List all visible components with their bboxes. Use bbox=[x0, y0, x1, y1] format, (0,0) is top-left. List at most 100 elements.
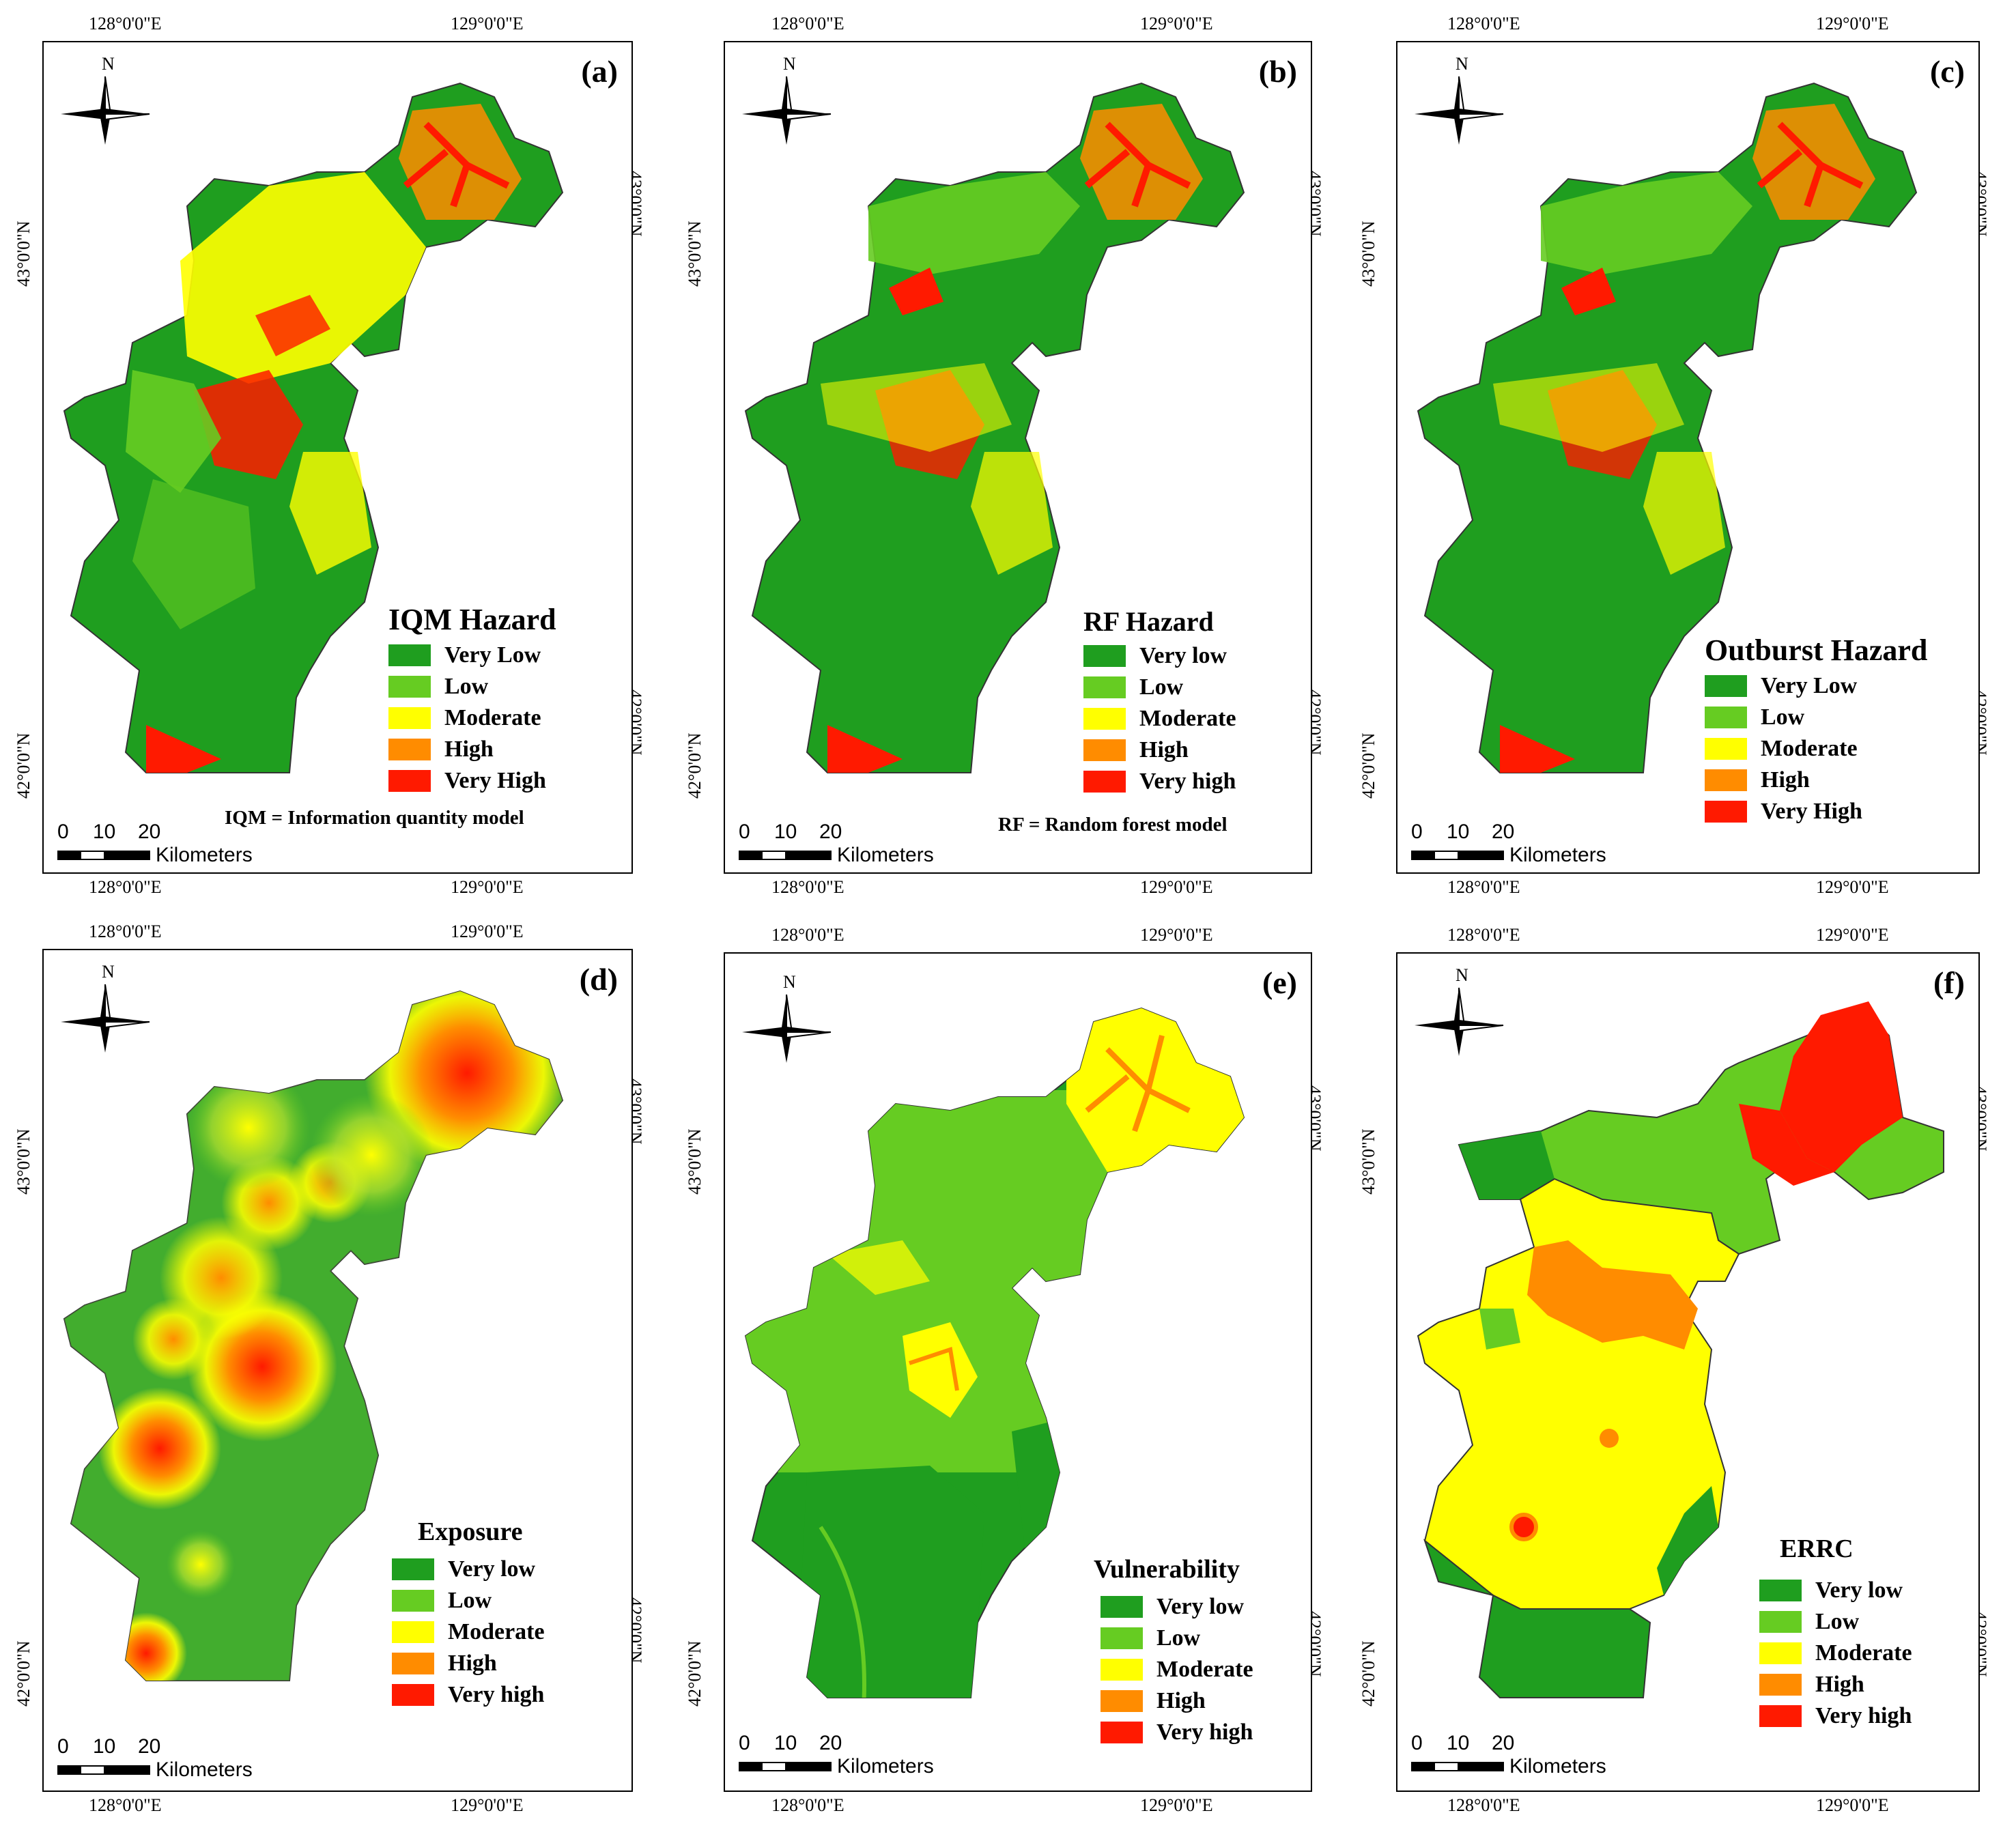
svg-text:N: N bbox=[783, 54, 796, 74]
legend-row: Low bbox=[1101, 1625, 1253, 1651]
legend-row: High bbox=[1083, 737, 1236, 763]
lon-bottom-left: 128°0'0"E bbox=[1447, 877, 1520, 897]
legend-label: Very High bbox=[444, 768, 546, 793]
lat-left-top: 43°0'0"N bbox=[1359, 1128, 1378, 1195]
lat-left-bottom: 42°0'0"N bbox=[14, 1640, 33, 1707]
lat-left-top: 43°0'0"N bbox=[14, 1128, 33, 1195]
svg-text:N: N bbox=[783, 972, 796, 992]
legend-row: Very Low bbox=[1705, 673, 1927, 699]
map-d bbox=[63, 990, 563, 1681]
lat-left-bottom: 42°0'0"N bbox=[685, 1640, 705, 1707]
panel-a: 128°0'0"E 129°0'0"E 128°0'0"E 129°0'0"E … bbox=[0, 0, 672, 908]
legend-label: Low bbox=[1139, 674, 1184, 700]
legend-label: Very Low bbox=[444, 642, 541, 668]
map-frame-a: (a) N IQM Hazard Very Low Low Moderate H… bbox=[42, 41, 633, 874]
panel-label-f: (f) bbox=[1933, 965, 1965, 1000]
lon-top-left: 128°0'0"E bbox=[89, 14, 162, 33]
north-arrow-icon: N bbox=[61, 962, 150, 1053]
legend-row: Very High bbox=[388, 768, 556, 794]
map-frame-f: (f) N ERRC Very low Low Moderate High Ve… bbox=[1396, 952, 1980, 1792]
scalebar-a: 0 10 20 Kilometers bbox=[57, 821, 253, 866]
panel-c: 128°0'0"E 129°0'0"E 128°0'0"E 129°0'0"E … bbox=[1345, 0, 2016, 908]
lat-left-top: 43°0'0"N bbox=[14, 220, 33, 287]
legend-label: Moderate bbox=[1156, 1657, 1253, 1682]
legend-row: Moderate bbox=[1705, 736, 1927, 762]
legend-title: ERRC bbox=[1780, 1535, 1854, 1563]
legend-label: Low bbox=[448, 1588, 492, 1613]
legend-label: Very high bbox=[1815, 1703, 1912, 1728]
panel-label-b: (b) bbox=[1258, 54, 1297, 89]
legend-row: High bbox=[392, 1651, 545, 1677]
legend-row: Very low bbox=[1101, 1594, 1253, 1620]
lon-top-left: 128°0'0"E bbox=[89, 922, 162, 941]
legend-label: High bbox=[1815, 1672, 1864, 1697]
scalebar-e: 0 10 20 Kilometers bbox=[739, 1732, 934, 1778]
lon-top-left: 128°0'0"E bbox=[771, 925, 844, 945]
scalebar-c: 0 10 20 Kilometers bbox=[1411, 821, 1606, 866]
lat-left-top: 43°0'0"N bbox=[1359, 220, 1378, 287]
svg-text:N: N bbox=[102, 962, 115, 982]
legend-label: Very Low bbox=[1761, 673, 1858, 698]
legend-title: RF Hazard bbox=[1083, 606, 1214, 637]
legend-a: IQM Hazard Very Low Low Moderate High Ve… bbox=[388, 602, 556, 794]
legend-row: Moderate bbox=[1759, 1640, 1912, 1666]
legend-label: Moderate bbox=[1139, 706, 1236, 731]
lon-top-right: 129°0'0"E bbox=[1816, 14, 1889, 33]
legend-label: Low bbox=[1815, 1609, 1860, 1634]
north-arrow-icon: N bbox=[61, 54, 150, 145]
legend-row: Low bbox=[1705, 704, 1927, 730]
lon-bottom-left: 128°0'0"E bbox=[89, 1795, 162, 1815]
legend-row: Very high bbox=[392, 1682, 545, 1708]
lon-top-right: 129°0'0"E bbox=[1816, 925, 1889, 945]
legend-label: Very High bbox=[1761, 799, 1862, 824]
panel-label-e: (e) bbox=[1262, 965, 1297, 1000]
legend-row: Moderate bbox=[392, 1619, 545, 1645]
legend-label: Very high bbox=[448, 1682, 545, 1707]
lon-top-right: 129°0'0"E bbox=[1140, 925, 1213, 945]
legend-title: Vulnerability bbox=[1094, 1555, 1240, 1584]
legend-label: High bbox=[1156, 1688, 1206, 1713]
panel-label-a: (a) bbox=[581, 54, 618, 89]
legend-row: Very Low bbox=[388, 642, 556, 668]
legend-row: Very low bbox=[1759, 1578, 1912, 1603]
legend-row: Very low bbox=[1083, 643, 1236, 669]
lon-bottom-right: 129°0'0"E bbox=[1140, 877, 1213, 897]
north-arrow-icon: N bbox=[742, 54, 832, 145]
map-e bbox=[745, 1008, 1245, 1698]
legend-label: Low bbox=[1156, 1625, 1201, 1651]
legend-row: Moderate bbox=[1083, 706, 1236, 732]
lat-left-bottom: 42°0'0"N bbox=[685, 732, 705, 799]
legend-row: Very high bbox=[1101, 1720, 1253, 1745]
map-f bbox=[1417, 1001, 1944, 1698]
legend-label: Very low bbox=[1139, 643, 1227, 668]
map-frame-c: (c) N Outburst Hazard Very Low Low Moder… bbox=[1396, 41, 1980, 874]
lon-bottom-left: 128°0'0"E bbox=[771, 1795, 844, 1815]
north-arrow-icon: N bbox=[742, 972, 832, 1063]
north-arrow-icon: N bbox=[1415, 54, 1504, 145]
legend-label: Moderate bbox=[1761, 736, 1858, 761]
legend-row: Very High bbox=[1705, 799, 1927, 825]
legend-label: Very high bbox=[1156, 1720, 1253, 1745]
svg-text:N: N bbox=[1456, 54, 1468, 74]
legend-row: High bbox=[388, 737, 556, 762]
panel-b: 128°0'0"E 129°0'0"E 128°0'0"E 129°0'0"E … bbox=[672, 0, 1345, 908]
legend-label: Moderate bbox=[1815, 1640, 1912, 1666]
map-frame-e: (e) N Vulnerability Very low Low Moderat… bbox=[724, 952, 1312, 1792]
scalebar-f: 0 10 20 Kilometers bbox=[1411, 1732, 1606, 1778]
legend-row: High bbox=[1101, 1688, 1253, 1714]
lon-bottom-right: 129°0'0"E bbox=[1140, 1795, 1213, 1815]
lon-bottom-left: 128°0'0"E bbox=[89, 877, 162, 897]
legend-row: Very low bbox=[392, 1556, 545, 1582]
legend-title: IQM Hazard bbox=[388, 603, 556, 636]
legend-row: Very high bbox=[1083, 769, 1236, 795]
legend-label: High bbox=[1761, 767, 1810, 793]
lon-top-right: 129°0'0"E bbox=[451, 14, 524, 33]
lon-top-left: 128°0'0"E bbox=[771, 14, 844, 33]
legend-row: Low bbox=[1083, 674, 1236, 700]
lon-bottom-right: 129°0'0"E bbox=[1816, 1795, 1889, 1815]
legend-row: Moderate bbox=[388, 705, 556, 731]
legend-label: Very low bbox=[1156, 1594, 1245, 1619]
legend-f: ERRC Very low Low Moderate High Very hig… bbox=[1759, 1534, 1912, 1729]
legend-d: Exposure Very low Low Moderate High Very… bbox=[392, 1517, 545, 1708]
lat-left-top: 43°0'0"N bbox=[685, 1128, 705, 1195]
